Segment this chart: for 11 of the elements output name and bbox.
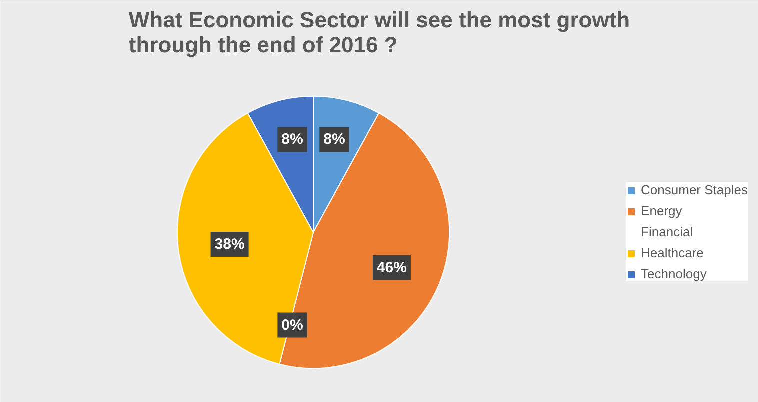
data-label: 46% bbox=[376, 259, 407, 276]
legend-label: Consumer Staples bbox=[641, 182, 748, 198]
text: 0% bbox=[282, 316, 304, 334]
chart-title: What Economic Sector will see the most growth through the end of 2016 ? bbox=[128, 8, 630, 58]
legend-label: Technology bbox=[641, 266, 707, 282]
category-label: Financial bbox=[641, 224, 694, 240]
data-label: 8% bbox=[282, 131, 304, 148]
legend-label: Energy bbox=[641, 204, 682, 218]
data-label: 38% bbox=[214, 236, 245, 254]
legend-label: Healthcare bbox=[641, 246, 704, 260]
data-label: 8% bbox=[324, 131, 346, 148]
